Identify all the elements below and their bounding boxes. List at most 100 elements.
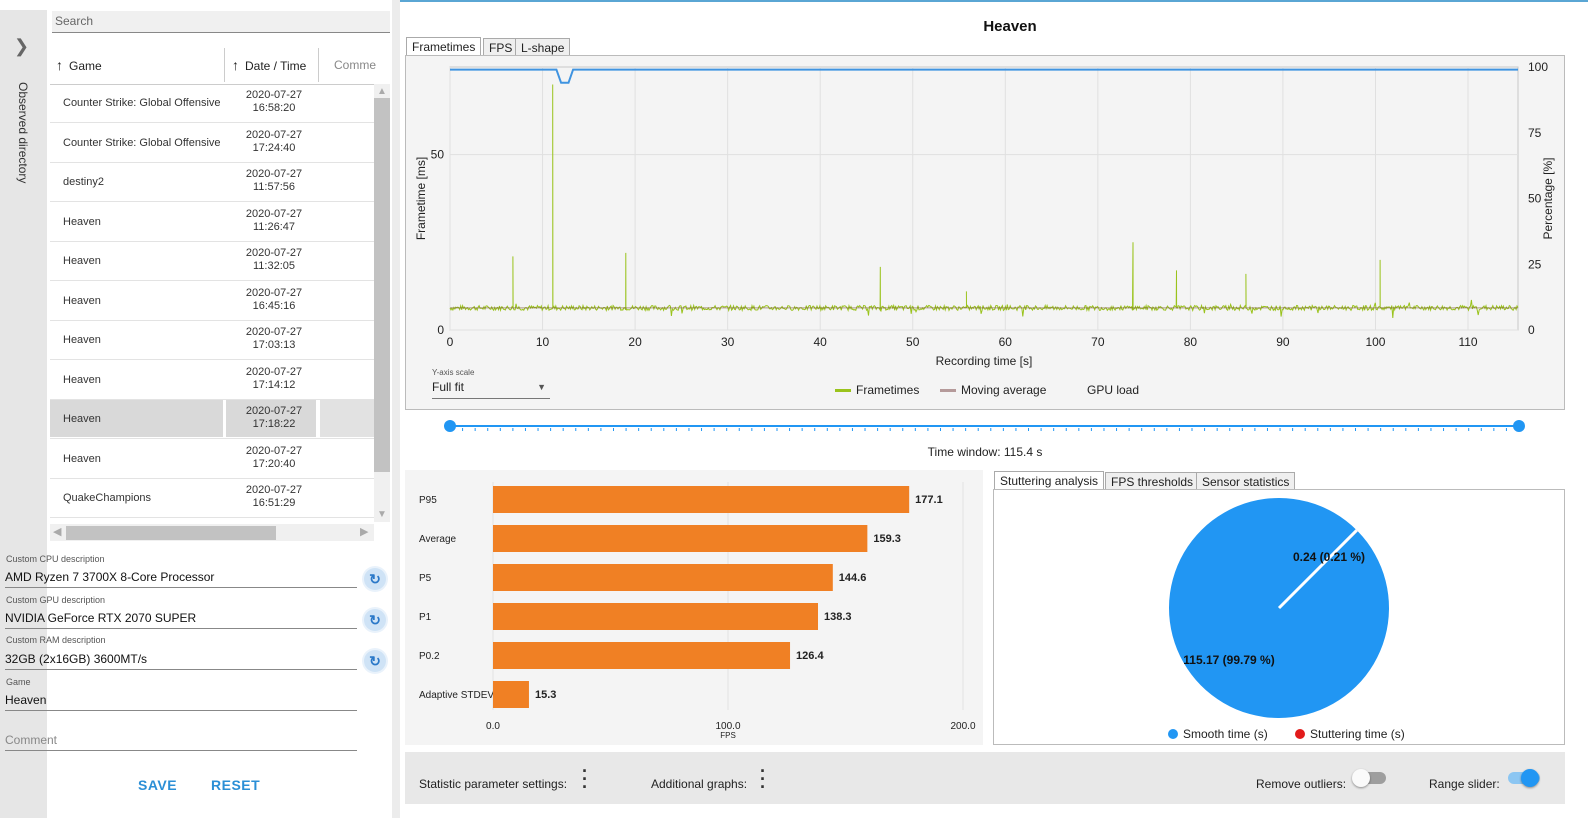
- tab-sensor-statistics[interactable]: Sensor statistics: [1196, 472, 1296, 491]
- gpu-label: Custom GPU description: [6, 595, 106, 605]
- bar: [493, 603, 819, 630]
- row-date: 2020-07-27: [245, 247, 303, 259]
- slider-handle-end[interactable]: [1513, 420, 1525, 432]
- x-tick-label: 70: [1091, 335, 1105, 349]
- row-game: Heaven: [63, 373, 101, 386]
- column-comment[interactable]: Comme: [334, 58, 377, 72]
- time-range-slider[interactable]: [440, 417, 1530, 437]
- observed-directory-label: Observed directory: [16, 82, 30, 184]
- row-time: 17:20:40: [252, 457, 296, 470]
- bar-value-label: 159.3: [873, 533, 901, 545]
- more-vert-icon[interactable]: · · ·: [582, 761, 588, 797]
- comment-field[interactable]: Comment: [5, 733, 357, 751]
- y-axis-title: Frametime [ms]: [414, 157, 428, 240]
- row-date-time: 2020-07-27 17:03:13: [224, 326, 324, 352]
- slider-handle-start[interactable]: [444, 420, 456, 432]
- time-window-label: Time window: 115.4 s: [927, 445, 1043, 459]
- table-row[interactable]: Heaven 2020-07-27 11:26:47: [50, 203, 374, 242]
- row-time: 16:58:20: [252, 102, 296, 114]
- table-row[interactable]: Counter Strike: Global Offensive 2020-07-…: [50, 84, 374, 123]
- table-row[interactable]: Heaven 2020-07-27 11:32:05: [50, 242, 374, 281]
- frametimes-swatch: [835, 389, 851, 393]
- y-axis-scale-select[interactable]: Full fit ▼: [432, 378, 550, 399]
- row-date: 2020-07-27: [245, 484, 303, 496]
- game-field[interactable]: Heaven: [5, 693, 357, 711]
- pie-separator: [1277, 529, 1358, 610]
- selected-cell: [320, 400, 374, 437]
- y2-axis-title: Percentage [%]: [1541, 157, 1555, 239]
- vertical-scrollbar[interactable]: ▲ ▼: [374, 84, 390, 522]
- refresh-ram-icon[interactable]: ↻: [364, 650, 386, 672]
- table-row[interactable]: Counter Strike: Global Offensive 2020-07-…: [50, 124, 374, 163]
- pie-legend-label: Smooth time (s): [1183, 727, 1268, 741]
- column-date-time[interactable]: ↑ Date / Time: [232, 57, 307, 73]
- scroll-left-icon[interactable]: ◀: [53, 526, 62, 538]
- refresh-gpu-icon[interactable]: ↻: [364, 609, 386, 631]
- y2-tick-label: 25: [1528, 257, 1542, 271]
- x-axis-title: Recording time [s]: [936, 354, 1033, 368]
- bar-category-label: P95: [419, 495, 437, 506]
- tab-stuttering-analysis[interactable]: Stuttering analysis: [994, 471, 1105, 490]
- table-row[interactable]: Heaven 2020-07-27 17:18:22: [50, 400, 374, 439]
- legend-frametimes: Frametimes: [835, 383, 919, 397]
- scroll-down-icon[interactable]: ▼: [377, 509, 387, 520]
- scroll-up-icon[interactable]: ▲: [377, 86, 387, 97]
- panel-splitter[interactable]: [392, 0, 400, 818]
- tab-l-shape[interactable]: L-shape: [515, 38, 571, 57]
- bar-value-label: 177.1: [915, 494, 943, 506]
- scrollbar-thumb[interactable]: [66, 526, 276, 540]
- row-time: 16:51:29: [252, 497, 296, 509]
- y-axis-scale-label: Y-axis scale: [432, 368, 475, 377]
- ram-field[interactable]: 32GB (2x16GB) 3600MT/s: [5, 652, 357, 670]
- row-game: Heaven: [63, 334, 101, 346]
- y-tick-label: 0: [437, 323, 444, 337]
- table-row[interactable]: Heaven 2020-07-27 17:14:12: [50, 361, 374, 400]
- frametime-chart: 0 10 20 30 40 50 60 70 80 90 100 110 0 50 0 25 50 75 100 Re…: [414, 60, 1555, 368]
- cpu-field[interactable]: AMD Ryzen 7 3700X 8-Core Processor: [5, 570, 357, 588]
- table-row[interactable]: QuakeChampions 2020-07-27 16:51:29: [50, 479, 374, 518]
- pie-label-stuttering: 0.24 (0.21 %): [1293, 550, 1365, 564]
- row-date: 2020-07-27: [245, 168, 303, 180]
- scroll-right-icon[interactable]: ▶: [360, 526, 369, 538]
- game-label: Game: [6, 677, 31, 687]
- column-game[interactable]: ↑ Game: [56, 57, 102, 73]
- row-game: Counter Strike: Global Offensive: [63, 136, 221, 149]
- gpu-field[interactable]: NVIDIA GeForce RTX 2070 SUPER: [5, 611, 357, 629]
- row-date: 2020-07-27: [245, 444, 303, 457]
- ram-label: Custom RAM description: [6, 635, 106, 645]
- x-tick-label: 40: [814, 335, 828, 349]
- sort-up-icon: ↑: [56, 57, 63, 73]
- bar: [493, 564, 833, 591]
- x-tick-label: 10: [536, 335, 550, 349]
- legend-moving-average: Moving average: [940, 383, 1046, 397]
- table-row[interactable]: Heaven 2020-07-27 17:03:13: [50, 321, 374, 360]
- more-vert-icon[interactable]: · · ·: [760, 761, 766, 797]
- search-input[interactable]: Search: [52, 11, 390, 33]
- chevron-right-icon[interactable]: ❯: [14, 36, 30, 56]
- statistic-settings-label: Statistic parameter settings:: [419, 777, 568, 791]
- table-row[interactable]: Heaven 2020-07-27 17:20:40: [50, 440, 374, 479]
- bar-value-label: 126.4: [796, 650, 824, 662]
- row-time: 17:14:12: [252, 378, 296, 391]
- stuttering-pie-chart: 0.24 (0.21 %) 115.17 (99.79 %) Smooth time…: [1168, 498, 1405, 741]
- table-row[interactable]: destiny2 2020-07-27 11:57:56: [50, 163, 374, 202]
- x-tick-label: 20: [628, 335, 642, 349]
- save-button[interactable]: SAVE: [138, 777, 178, 793]
- table-row[interactable]: Heaven 2020-07-27 16:45:16: [50, 282, 374, 321]
- sort-up-icon: ↑: [232, 57, 239, 73]
- scrollbar-thumb[interactable]: [374, 98, 390, 472]
- bar: [493, 525, 868, 552]
- horizontal-scrollbar[interactable]: ◀ ▶: [50, 524, 374, 541]
- fps-bar-chart: P95 177.1 Average 159.3 P5 144.6 P1 138.3 P0.2 12…: [419, 482, 976, 740]
- observed-directory-toggle[interactable]: ❯ Observed directory: [0, 10, 47, 818]
- reset-button[interactable]: RESET: [211, 777, 261, 793]
- row-game: QuakeChampions: [63, 492, 152, 504]
- x-tick-label: 90: [1276, 335, 1290, 349]
- tab-frametimes[interactable]: Frametimes: [406, 37, 482, 56]
- range-slider-label: Range slider:: [1429, 777, 1500, 791]
- bar-category-label: Average: [419, 534, 457, 545]
- y2-tick-label: 0: [1528, 323, 1535, 337]
- row-date-time: 2020-07-27 11:32:05: [224, 247, 324, 273]
- refresh-cpu-icon[interactable]: ↻: [364, 568, 386, 590]
- row-date-time: 2020-07-27 17:14:12: [224, 366, 324, 392]
